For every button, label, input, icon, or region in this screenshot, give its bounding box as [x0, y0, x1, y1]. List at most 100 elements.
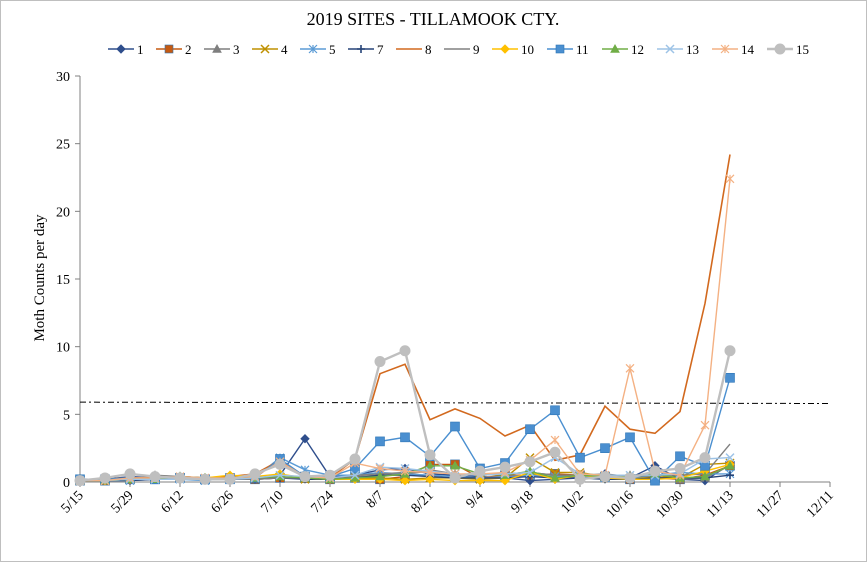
legend-label: 10	[521, 42, 534, 57]
legend-item: 3	[204, 42, 240, 57]
data-point	[499, 461, 511, 473]
y-tick-label: 20	[56, 205, 70, 220]
data-point	[699, 452, 711, 464]
legend-item: 1	[108, 42, 144, 57]
legend-item: 11	[547, 42, 589, 57]
legend-item: 5	[300, 42, 336, 57]
x-tick-label: 10/16	[604, 488, 637, 521]
legend-label: 13	[686, 42, 699, 57]
data-point	[350, 470, 360, 480]
legend-item: 10	[492, 42, 534, 57]
data-point	[726, 471, 734, 480]
x-tick-label: 5/15	[59, 488, 87, 516]
legend-item: 7	[348, 42, 384, 57]
y-axis-label: Moth Counts per day	[32, 214, 48, 342]
x-tick-label: 11/13	[704, 488, 737, 521]
series-line	[80, 154, 731, 481]
legend-item: 12	[602, 42, 644, 57]
series-8	[80, 154, 731, 481]
data-point	[300, 433, 310, 444]
legend-label: 4	[281, 42, 288, 57]
data-point	[212, 43, 222, 53]
legend-label: 2	[185, 42, 192, 57]
legend-label: 8	[425, 42, 432, 57]
data-point	[450, 421, 460, 432]
legend-label: 15	[796, 42, 809, 57]
data-point	[375, 471, 385, 481]
data-point	[549, 446, 561, 458]
series-group	[74, 154, 736, 487]
data-point	[575, 452, 585, 463]
x-tick-label: 11/27	[754, 488, 787, 521]
data-point	[625, 432, 635, 443]
legend-label: 7	[377, 42, 384, 57]
data-point	[774, 43, 786, 55]
data-point	[725, 372, 735, 383]
series-15	[74, 345, 736, 487]
data-point	[299, 471, 311, 483]
data-point	[375, 464, 385, 473]
y-tick-label: 5	[63, 408, 70, 423]
data-point	[550, 472, 560, 482]
data-point	[500, 44, 510, 54]
y-tick-label: 25	[56, 138, 70, 153]
x-tick-label: 10/30	[654, 488, 687, 521]
legend-item: 14	[712, 42, 755, 57]
data-point	[600, 443, 610, 453]
threshold-dash-line	[79, 401, 831, 405]
data-point	[474, 465, 486, 477]
data-point	[224, 473, 236, 485]
legend-label: 12	[631, 42, 644, 57]
data-point	[124, 468, 136, 480]
data-point	[449, 472, 461, 484]
data-point	[74, 475, 86, 487]
x-tick-label: 9/18	[509, 488, 537, 516]
legend-label: 5	[329, 42, 336, 57]
y-tick-label: 10	[56, 341, 70, 356]
chart-title: 2019 SITES - TILLAMOOK CTY.	[307, 9, 560, 29]
data-point	[249, 468, 261, 480]
data-point	[199, 473, 211, 485]
data-point	[174, 472, 186, 484]
data-point	[275, 470, 285, 480]
data-point	[357, 45, 365, 53]
data-point	[260, 44, 270, 54]
legend-item: 9	[444, 42, 480, 57]
legend-item: 13	[657, 42, 699, 57]
x-tick-label: 8/21	[409, 488, 437, 516]
data-point	[374, 356, 386, 368]
x-tick-label: 10/2	[559, 488, 587, 516]
data-point	[400, 475, 410, 486]
data-point	[99, 472, 111, 484]
legend-item: 4	[252, 42, 288, 57]
data-point	[525, 424, 535, 435]
data-point	[116, 44, 126, 54]
data-point	[700, 471, 710, 481]
x-tick-label: 9/4	[464, 488, 487, 511]
data-point	[400, 466, 410, 476]
legend-label: 3	[233, 42, 240, 57]
x-tick-label: 8/7	[364, 488, 387, 511]
data-point	[425, 468, 435, 477]
data-point	[665, 44, 675, 54]
y-tick-label: 30	[56, 70, 70, 85]
data-point	[400, 432, 410, 443]
data-point	[674, 462, 686, 474]
legend-label: 9	[473, 42, 480, 57]
y-tick-label: 0	[63, 476, 70, 491]
data-point	[550, 405, 560, 416]
legend-item: 15	[767, 42, 809, 57]
x-tick-label: 12/11	[804, 488, 837, 521]
legend-label: 11	[576, 42, 589, 57]
data-point	[425, 474, 435, 485]
legend: 1 2 3 4 5 7 8 9 10 11 12 13 14 15	[108, 42, 809, 57]
data-point	[649, 465, 661, 477]
data-point	[375, 436, 385, 447]
data-point	[610, 43, 620, 53]
data-point	[475, 475, 485, 486]
data-point	[725, 460, 735, 470]
data-point	[599, 471, 611, 483]
legend-item: 8	[396, 42, 432, 57]
data-point	[399, 345, 411, 357]
data-point	[574, 473, 586, 485]
